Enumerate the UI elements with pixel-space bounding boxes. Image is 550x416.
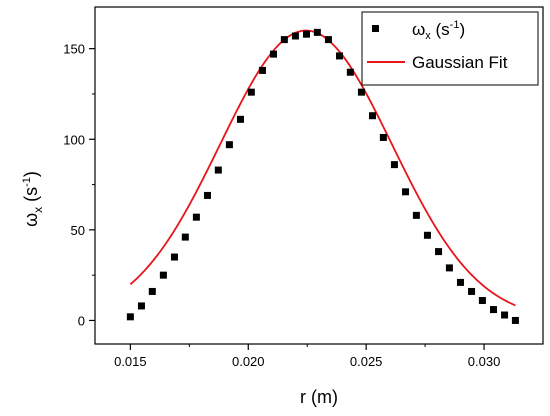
data-point [423,231,431,239]
y-axis-ticks: 0 50 100 150 [63,42,95,328]
data-point [236,115,244,123]
legend: ωx (s-1) Gaussian Fit [361,11,539,86]
data-point [336,52,344,60]
legend-marker-square [372,25,379,32]
data-point [511,316,519,324]
data-point [148,287,156,295]
data-point [346,68,354,76]
data-point [269,50,277,58]
data-point [390,161,398,169]
legend-label-scatter-sub: x [425,30,431,42]
gaussian-fit-line [129,29,516,307]
y-axis-title-unit-close: ) [21,171,41,177]
legend-label-scatter-main: ω [412,20,425,39]
x-tick-label: 0.025 [350,354,383,369]
y-tick-label: 100 [63,132,85,147]
y-axis-title-sub: x [31,207,45,213]
data-point [412,211,420,219]
data-point [181,233,189,241]
data-point [137,302,145,310]
data-point [291,32,299,40]
legend-label-scatter-unit-open: (s [431,20,450,39]
data-point [159,271,167,279]
data-point [280,36,288,44]
y-axis-title-main: ω [21,213,41,227]
legend-label-scatter: ωx (s-1) [412,19,465,42]
data-point [203,191,211,199]
legend-label-scatter-unit-sup: -1 [450,19,460,31]
data-point [126,313,134,321]
data-point [357,88,365,96]
data-point [468,287,476,295]
data-point [445,264,453,272]
data-point [489,306,497,314]
data-point [170,253,178,261]
data-point [313,28,321,36]
plot-frame [94,6,544,345]
data-point [303,30,310,38]
fit-layer [129,29,516,307]
y-axis-title-unit-open: (s [21,187,41,207]
data-point [247,88,255,96]
data-point [192,213,200,221]
data-point [478,297,486,305]
x-tick-label: 0.020 [232,354,265,369]
data-point [258,66,266,74]
x-axis-title: r (m) [300,387,338,407]
data-point [501,311,509,319]
data-point [379,133,387,141]
data-point [225,141,233,149]
y-tick-label: 50 [71,223,85,238]
data-point [324,36,332,44]
x-axis-ticks: 0.015 0.020 0.025 0.030 [114,344,500,369]
data-point [456,278,464,286]
y-tick-label: 0 [78,313,85,328]
data-point [402,188,410,196]
legend-label-fit: Gaussian Fit [412,53,508,72]
data-point [435,248,443,256]
data-point [214,166,222,174]
y-axis-title: ωx (s-1) [21,171,45,227]
data-point [369,112,377,120]
points-layer [126,28,519,324]
x-tick-label: 0.030 [468,354,501,369]
x-tick-label: 0.015 [114,354,147,369]
y-axis-title-unit-sup: -1 [21,177,33,187]
legend-box [361,11,539,86]
legend-label-scatter-unit-close: ) [459,20,465,39]
y-tick-label: 150 [63,42,85,57]
